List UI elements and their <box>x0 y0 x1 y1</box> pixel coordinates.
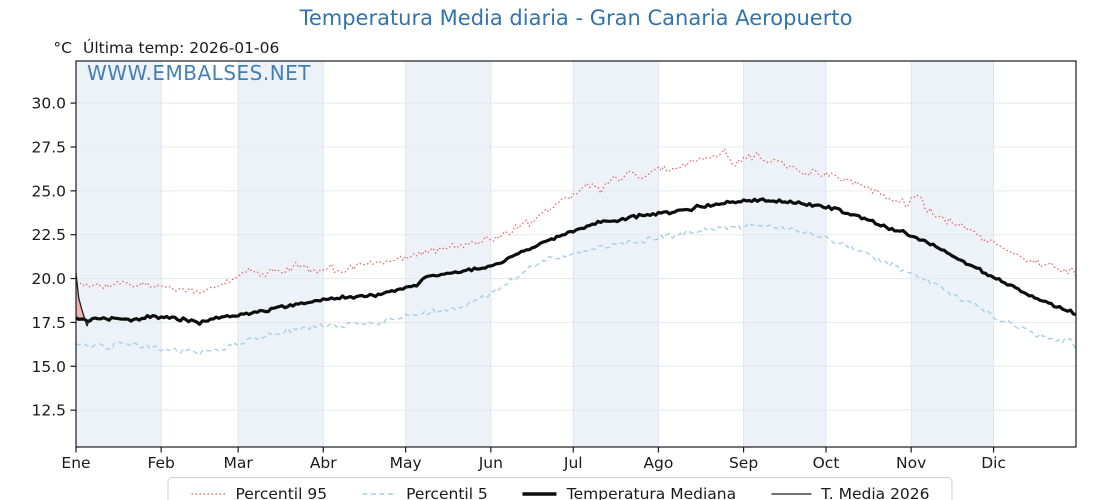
y-tick-label: 25.0 <box>31 182 66 200</box>
chart-subheader: °C Última temp: 2026-01-06 <box>0 39 1120 59</box>
x-tick-label: Jul <box>563 454 583 472</box>
legend-item-percentil-5: Percentil 5 <box>361 485 488 500</box>
y-tick-label: 15.0 <box>31 358 66 376</box>
series-line-percentil-95 <box>75 148 1077 294</box>
y-tick-label: 12.5 <box>31 402 66 420</box>
legend-item-temperatura-mediana: Temperatura Mediana <box>522 485 736 500</box>
series-line-t-media-2026 <box>75 273 91 327</box>
month-bands <box>76 61 994 447</box>
x-tick-label: Dic <box>981 454 1006 472</box>
series-line-temperatura-mediana <box>75 197 1077 326</box>
t-media-2026-line-icon <box>771 493 812 495</box>
plot-frame <box>75 60 1077 448</box>
x-tick-label: Sep <box>729 454 758 472</box>
x-tick-label: Ene <box>61 454 90 472</box>
x-tick-label: Ago <box>643 454 673 472</box>
legend-item-t-media-2026: T. Media 2026 <box>770 485 930 500</box>
y-tick-label: 30.0 <box>31 95 66 113</box>
x-tick-label: Jun <box>478 454 503 472</box>
axis-ticks: 12.5 15.0 17.5 20.0 22.5 25.0 27.5 30.0 Ene Feb Ma… <box>31 95 1005 472</box>
y-axis-unit-label: °C <box>53 39 72 57</box>
legend-label: Percentil 5 <box>406 485 488 500</box>
legend-label: Temperatura Mediana <box>566 485 737 500</box>
x-tick-label: May <box>390 454 422 472</box>
x-tick-label: Mar <box>223 454 253 472</box>
y-tick-label: 20.0 <box>31 270 66 288</box>
chart-title: Temperatura Media diaria - Gran Canaria … <box>299 6 853 30</box>
percentil-95-line-icon <box>191 493 226 495</box>
x-tick-label: Abr <box>310 454 337 472</box>
y-tick-label: 22.5 <box>31 226 66 244</box>
x-tick-label: Oct <box>813 454 840 472</box>
y-tick-label: 17.5 <box>31 314 66 332</box>
chart-legend: Percentil 95 Percentil 5 Temperatura Med… <box>167 477 953 500</box>
legend-item-percentil-95: Percentil 95 <box>190 485 327 500</box>
series-line-percentil-5 <box>75 222 1077 356</box>
x-tick-label: Feb <box>147 454 174 472</box>
last-temp-label: Última temp: 2026-01-06 <box>83 39 280 57</box>
temperatura-mediana-line-icon <box>522 492 557 496</box>
x-tick-label: Nov <box>896 454 926 472</box>
y-tick-label: 27.5 <box>31 138 66 156</box>
legend-label: Percentil 95 <box>235 485 328 500</box>
legend-label: T. Media 2026 <box>821 485 930 500</box>
embalses-watermark: WWW.EMBALSES.NET <box>87 61 312 85</box>
percentil-5-line-icon <box>362 493 397 495</box>
